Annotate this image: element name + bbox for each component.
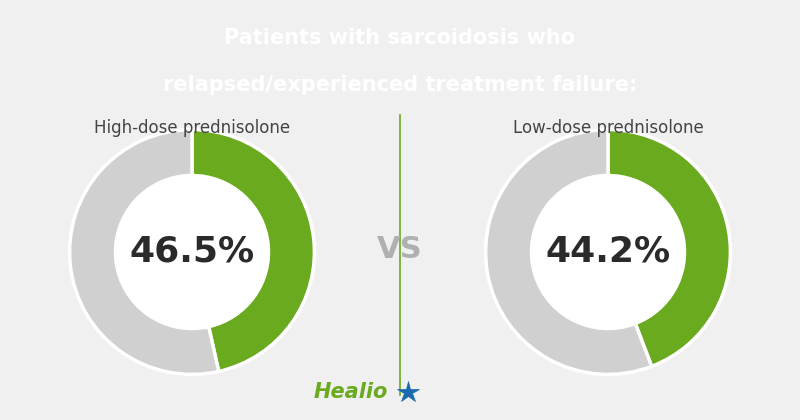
Circle shape bbox=[115, 176, 269, 328]
Text: Low-dose prednisolone: Low-dose prednisolone bbox=[513, 119, 703, 137]
Wedge shape bbox=[608, 130, 730, 366]
Text: VS: VS bbox=[377, 234, 423, 264]
Circle shape bbox=[531, 176, 685, 328]
Wedge shape bbox=[486, 130, 652, 374]
Text: Healio: Healio bbox=[314, 382, 388, 402]
Text: High-dose prednisolone: High-dose prednisolone bbox=[94, 119, 290, 137]
Wedge shape bbox=[192, 130, 314, 371]
Text: relapsed/experienced treatment failure:: relapsed/experienced treatment failure: bbox=[163, 75, 637, 95]
Text: 46.5%: 46.5% bbox=[130, 235, 254, 269]
Wedge shape bbox=[70, 130, 218, 374]
Text: Patients with sarcoidosis who: Patients with sarcoidosis who bbox=[225, 28, 575, 48]
Text: 44.2%: 44.2% bbox=[546, 235, 670, 269]
